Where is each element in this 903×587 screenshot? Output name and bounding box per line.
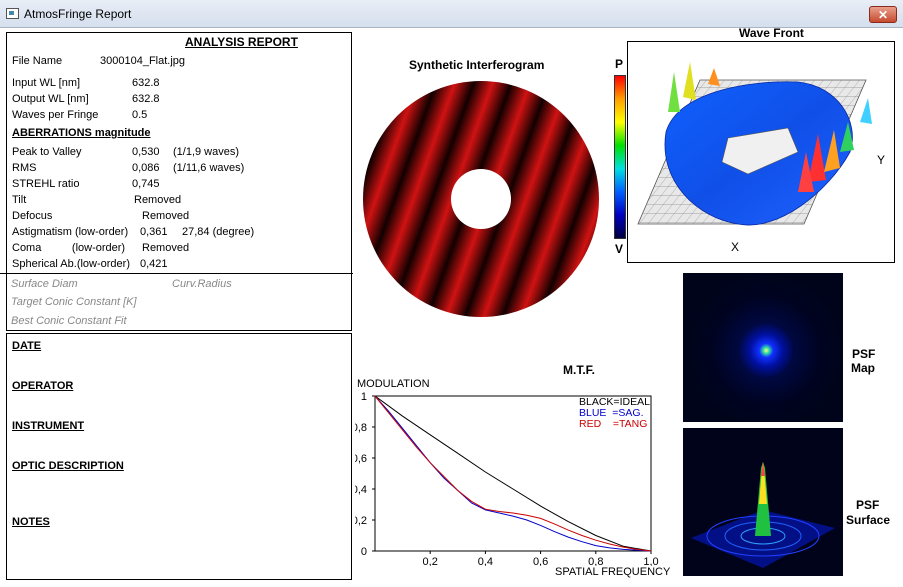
mtf-y-tick-label: 0,4: [355, 484, 367, 496]
colorbar-bottom-label: V: [615, 242, 624, 256]
curv-radius-label: Curv.Radius: [172, 278, 232, 290]
mtf-y-axis-label: MODULATION: [357, 378, 430, 390]
synthetic-interferogram: [362, 80, 600, 318]
defocus-label: Defocus: [12, 210, 53, 222]
psf-map-label-2: Map: [851, 361, 875, 375]
mtf-plot-frame: [374, 395, 652, 552]
ptv-waves: (1/1,9 waves): [173, 146, 240, 158]
wavefront-y-label: Y: [877, 153, 886, 167]
tilt-label: Tilt: [12, 194, 27, 206]
rms-label: RMS: [12, 162, 37, 174]
waves-per-fringe-label: Waves per Fringe: [12, 109, 99, 121]
mtf-y-tick-label: 0,8: [355, 422, 367, 434]
mtf-legend-entry: RED =TANG: [579, 418, 647, 430]
report-divider: [0, 273, 353, 274]
input-wl-label: Input WL [nm]: [12, 77, 81, 89]
mtf-series-sag: [374, 395, 652, 552]
aberrations-heading: ABERRATIONS magnitude: [12, 127, 151, 139]
rms-waves: (1/11,6 waves): [173, 162, 245, 174]
psf-surface-plot: [691, 462, 835, 568]
mtf-x-tick-label: 0,2: [423, 556, 438, 566]
mtf-legend-entry: BLACK=IDEAL: [579, 396, 650, 408]
wavefront-panel: X Y: [627, 41, 895, 263]
colorbar-top-label: P: [615, 57, 624, 71]
ptv-label: Peak to Valley: [12, 146, 82, 158]
analysis-report-panel: ANALYSIS REPORT File Name 3000104_Flat.j…: [6, 32, 352, 331]
mtf-y-tick-label: 0,6: [355, 453, 367, 465]
mtf-x-tick-label: 1,0: [643, 556, 658, 566]
output-wl-value: 632.8: [132, 93, 160, 105]
surface-diam-label: Surface Diam: [11, 278, 78, 290]
psf-surface-label-1: PSF: [856, 498, 880, 512]
mtf-legend-entry: BLUE =SAG.: [579, 407, 644, 419]
target-conic-label: Target Conic Constant [K]: [11, 296, 137, 308]
strehl-value: 0,745: [132, 178, 160, 190]
strehl-label: STREHL ratio: [12, 178, 80, 190]
notes-label: NOTES: [12, 516, 50, 528]
psf-surface-image: [683, 428, 843, 576]
mtf-x-tick-label: 0,4: [478, 556, 493, 566]
window-title: AtmosFringe Report: [24, 7, 132, 21]
operator-label: OPERATOR: [12, 380, 74, 392]
wavefront-title: Wave Front: [739, 26, 804, 40]
interferogram-title: Synthetic Interferogram: [409, 58, 545, 72]
app-icon: [6, 8, 19, 19]
file-name-value: 3000104_Flat.jpg: [100, 55, 186, 67]
notes-panel: DATE OPERATOR INSTRUMENT OPTIC DESCRIPTI…: [6, 333, 352, 580]
wavefront-x-label: X: [731, 240, 740, 254]
waves-per-fringe-value: 0.5: [132, 109, 148, 121]
wavefront-plot: [637, 62, 872, 226]
mtf-series-tang: [374, 395, 652, 552]
psf-surface-label-2: Surface: [846, 513, 891, 527]
tilt-value: Removed: [134, 194, 182, 206]
file-name-label: File Name: [12, 55, 63, 67]
psf-map-label-1: PSF: [852, 347, 876, 361]
input-wl-value: 632.8: [132, 77, 160, 89]
psf-map-image: [683, 273, 843, 422]
mtf-x-axis-label: SPATIAL FREQUENCY: [555, 566, 671, 578]
report-title: ANALYSIS REPORT: [185, 35, 298, 49]
date-label: DATE: [12, 340, 42, 352]
colorbar: [614, 75, 626, 239]
close-button[interactable]: ✕: [869, 6, 897, 23]
astigmatism-label: Astigmatism (low-order): [12, 226, 129, 238]
astigmatism-value: 0,361: [140, 226, 168, 238]
spherical-label: Spherical Ab.(low-order): [12, 258, 130, 270]
window-titlebar: AtmosFringe Report ✕: [0, 0, 903, 28]
best-conic-label: Best Conic Constant Fit: [11, 315, 127, 327]
spherical-value: 0,421: [140, 258, 168, 270]
mtf-title: M.T.F.: [563, 363, 595, 377]
defocus-value: Removed: [142, 210, 190, 222]
instrument-label: INSTRUMENT: [12, 420, 85, 432]
coma-label: Coma (low-order): [12, 242, 126, 254]
mtf-y-tick-label: 0,2: [355, 515, 367, 527]
ptv-value: 0,530: [132, 146, 160, 158]
coma-value: Removed: [142, 242, 190, 254]
mtf-y-tick-label: 1: [361, 391, 367, 403]
output-wl-label: Output WL [nm]: [12, 93, 89, 105]
mtf-x-tick-label: 0,8: [588, 556, 603, 566]
mtf-x-tick-label: 0,6: [533, 556, 548, 566]
mtf-chart: 0 0,2 0,4 0,6 0,8 1 0,2 0,4 0,6 0,8 1,0 BLACK=IDE…: [355, 391, 659, 566]
astigmatism-degree: 27,84 (degree): [182, 226, 255, 238]
rms-value: 0,086: [132, 162, 160, 174]
optic-description-label: OPTIC DESCRIPTION: [12, 460, 124, 472]
mtf-y-tick-label: 0: [361, 546, 367, 558]
mtf-series-ideal: [374, 395, 652, 552]
